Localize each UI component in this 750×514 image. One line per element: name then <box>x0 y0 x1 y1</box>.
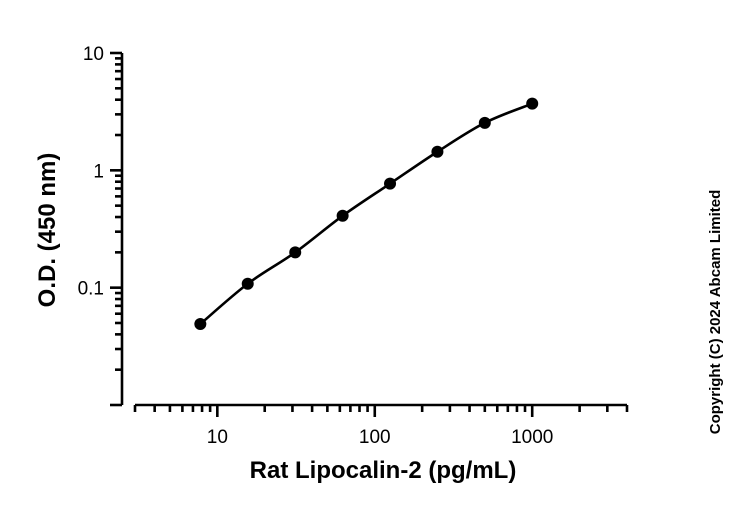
x-tick-label: 100 <box>359 427 391 448</box>
y-tick-label: 0.1 <box>78 279 104 300</box>
data-point <box>194 318 207 331</box>
data-points-layer <box>194 97 539 331</box>
x-tick-label: 10 <box>207 427 228 448</box>
data-point <box>289 246 302 259</box>
axes: 10 100 1000 0.1 1 10 <box>78 44 629 448</box>
data-point <box>526 97 539 110</box>
y-tick-label: 10 <box>83 44 104 65</box>
data-point <box>478 116 491 129</box>
fit-curve-layer <box>199 102 533 326</box>
copyright-notice: Copyright (C) 2024 Abcam Limited <box>707 190 724 434</box>
data-point <box>241 277 254 290</box>
x-tick-label: 1000 <box>511 427 553 448</box>
data-point <box>336 209 349 222</box>
y-tick-label: 1 <box>93 161 104 182</box>
fit-curve <box>199 102 533 326</box>
x-axis-title: Rat Lipocalin-2 (pg/mL) <box>250 457 517 484</box>
data-point <box>431 145 444 158</box>
data-point <box>384 177 397 190</box>
y-axis-title: O.D. (450 nm) <box>34 153 61 308</box>
